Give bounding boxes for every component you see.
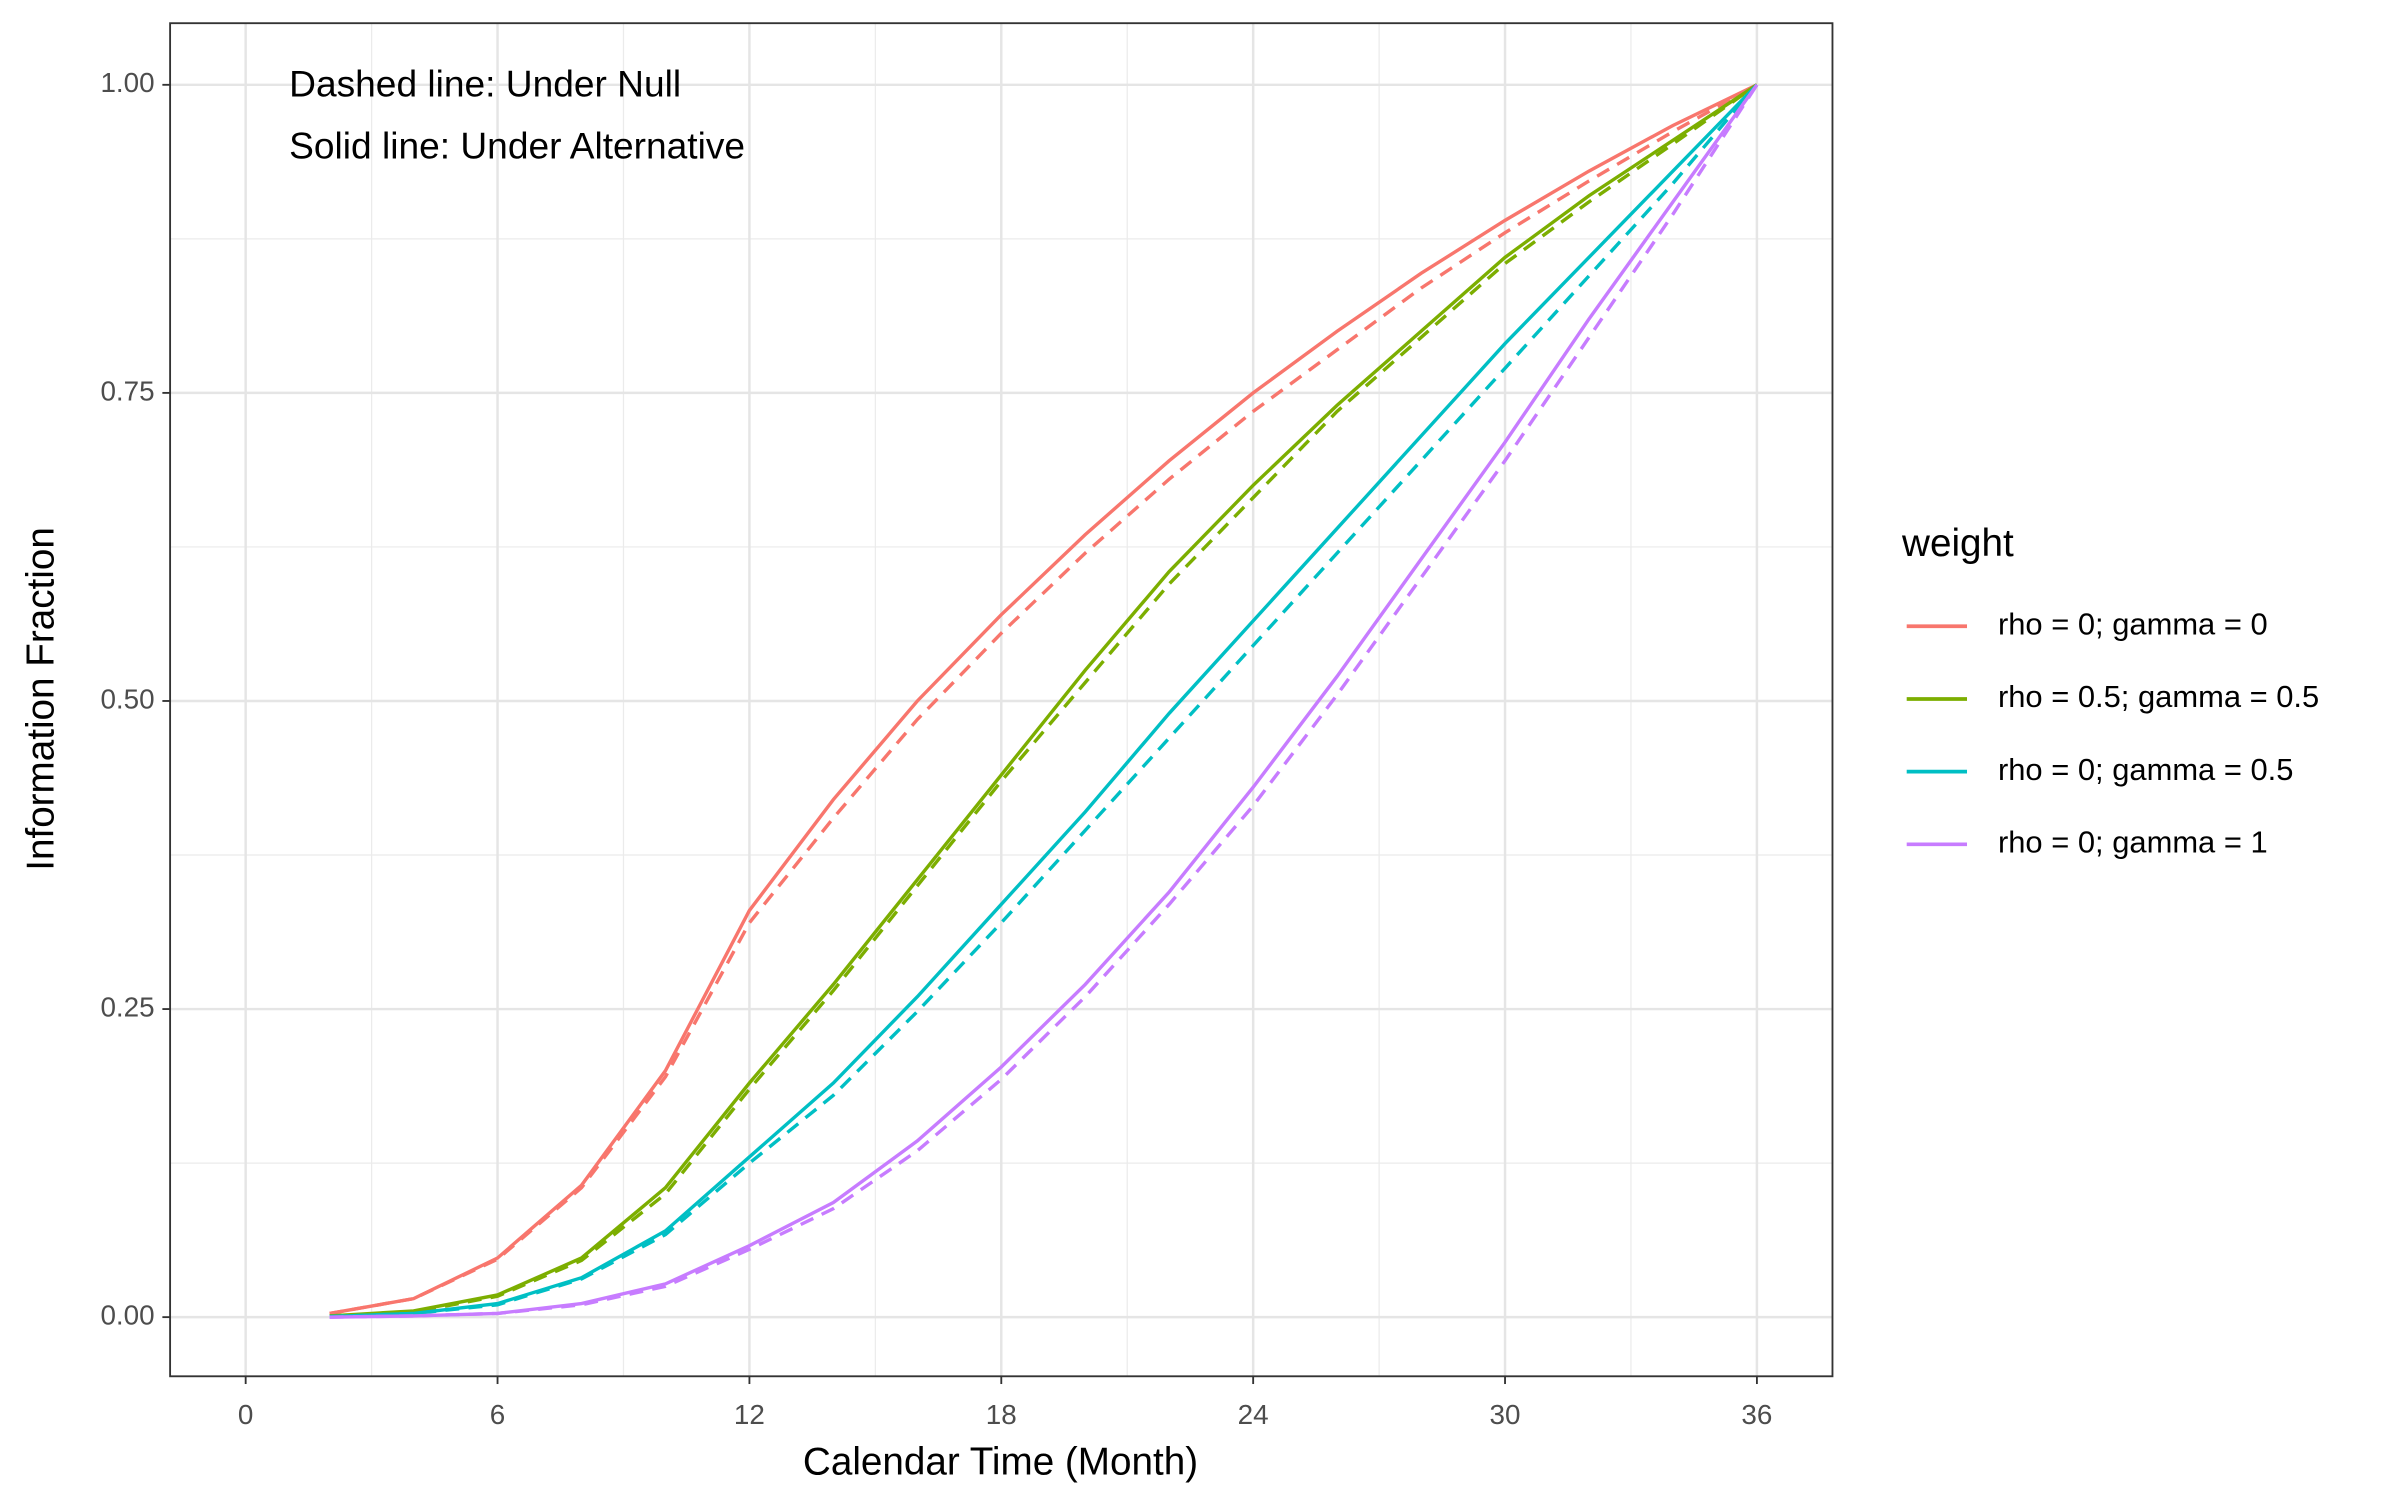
x-tick-label: 24 [1238, 1399, 1269, 1430]
legend-label: rho = 0.5; gamma = 0.5 [1998, 679, 2319, 714]
x-tick-label: 12 [734, 1399, 765, 1430]
x-tick-label: 30 [1490, 1399, 1521, 1430]
x-tick-label: 18 [986, 1399, 1017, 1430]
legend: rho = 0; gamma = 0 rho = 0.5; gamma = 0.5… [1906, 606, 2319, 860]
line-alternative [329, 83, 1759, 1319]
line-alternative [329, 83, 1758, 1316]
grid [170, 23, 1833, 1377]
legend-label: rho = 0; gamma = 1 [1998, 825, 2268, 860]
legend-label: rho = 0; gamma = 0.5 [1998, 752, 2293, 787]
lines [329, 83, 1759, 1319]
line-alternative [329, 83, 1758, 1318]
y-tick-label: 0.75 [100, 375, 154, 406]
y-tick-label: 0.25 [100, 991, 154, 1022]
annotation: Solid line: Under Alternative [289, 124, 745, 166]
annotation: Dashed line: Under Null [289, 62, 681, 104]
y-tick-label: 0.00 [100, 1299, 154, 1330]
y-tick-label: 1.00 [100, 67, 154, 98]
y-axis-title: Information Fraction [20, 527, 63, 871]
x-tick-label: 36 [1741, 1399, 1772, 1430]
y-tick-label: 0.50 [100, 683, 154, 714]
axes: 0 6 12 18 24 30 36 0.00 0.25 0.50 0.75 1.00 [100, 67, 1772, 1430]
x-tick-label: 0 [238, 1399, 253, 1430]
line-alternative [329, 83, 1759, 1319]
x-axis-title: Calendar Time (Month) [803, 1441, 1198, 1484]
line-null [329, 83, 1758, 1318]
legend-label: rho = 0; gamma = 0 [1998, 606, 2268, 641]
line-null [329, 83, 1758, 1316]
legend-title: weight [1901, 522, 2014, 565]
x-tick-label: 6 [490, 1399, 505, 1430]
